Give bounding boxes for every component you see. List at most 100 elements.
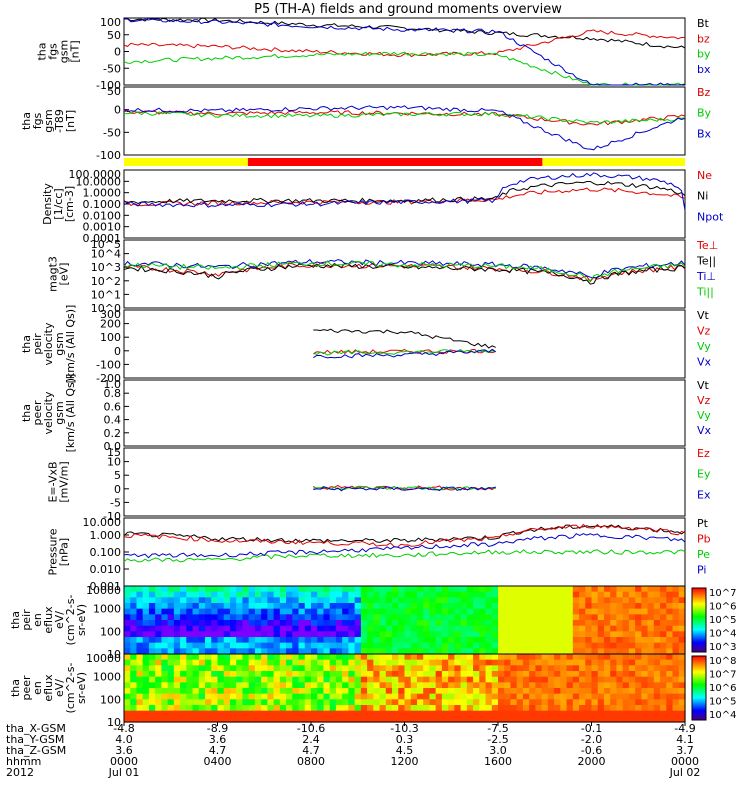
spectrogram-cell (286, 603, 293, 610)
spectrogram-cell (429, 671, 437, 678)
series-line-efield (313, 484, 496, 491)
spectrogram-cell (678, 603, 686, 610)
spectrogram-cell (404, 608, 412, 615)
spectrogram-cell (273, 659, 281, 666)
spectrogram-cell (329, 591, 337, 598)
spectrogram-cell (572, 648, 580, 655)
spectrogram-cell (173, 705, 181, 712)
spectrogram-cell (392, 688, 399, 695)
spectrogram-cell (385, 648, 393, 655)
spectrogram-cell (180, 682, 187, 689)
spectrogram-cell (435, 597, 443, 604)
spectrogram-cell (529, 693, 536, 700)
spectrogram-cell (448, 705, 455, 712)
spectrogram-cell (485, 671, 493, 678)
y-tick-label: 10^3 (91, 261, 121, 274)
spectrogram-cell (323, 710, 331, 717)
spectrogram-cell (448, 614, 455, 621)
legend-entry: Pi (697, 564, 706, 577)
spectrogram-cell (554, 676, 561, 683)
spectrogram-cell (628, 654, 636, 661)
spectrogram-cell (416, 693, 424, 700)
spectrogram-cell (373, 625, 381, 632)
panel-density: Density[1/cc][cm-3]100.000010.00001.0000… (41, 168, 724, 245)
panel-frame (123, 86, 686, 156)
y-tick-label: 10^0 (91, 302, 121, 315)
spectrogram-cell (317, 597, 325, 604)
spectrogram-cell (498, 603, 505, 610)
y-tick-label: 0.6 (104, 400, 122, 413)
spectrogram-cell (672, 586, 680, 593)
spectrogram-cell (267, 591, 275, 598)
spectrogram-cell (155, 603, 162, 610)
spectrogram-cell (298, 648, 306, 655)
spectrogram-cell (485, 597, 493, 604)
spectrogram-cell (491, 597, 499, 604)
spectrogram-cell (522, 654, 530, 661)
spectrogram-cell (242, 620, 250, 627)
y-tick-label: -10 (103, 510, 121, 523)
spectrogram-cell (498, 659, 505, 666)
spectrogram-cell (566, 608, 574, 615)
spectrogram-cell (248, 642, 256, 649)
spectrogram-cell (498, 648, 505, 655)
spectrogram-cell (678, 699, 686, 706)
spectrogram-cell (435, 676, 443, 683)
spectrogram-cell (155, 597, 162, 604)
spectrogram-cell (167, 654, 175, 661)
spectrogram-cell (479, 716, 487, 723)
spectrogram-cell (398, 671, 406, 678)
spectrogram-cell (522, 682, 530, 689)
spectrogram-cell (279, 676, 287, 683)
spectrogram-cell (666, 597, 674, 604)
legend-entry: Ti⊥ (696, 270, 716, 283)
spectrogram-cell (441, 648, 449, 655)
spectrogram-cell (342, 614, 349, 621)
spectrogram-cell (367, 637, 374, 644)
y-tick-label: -5 (110, 496, 121, 509)
spectrogram-cell (360, 648, 368, 655)
spectrogram-cell (485, 648, 493, 655)
spectrogram-cell (554, 608, 561, 615)
spectrogram-cell (379, 631, 387, 638)
y-tick-label: 100 (100, 625, 121, 638)
spectrogram-cell (211, 671, 219, 678)
spectrogram-cell (236, 586, 244, 593)
spectrogram-cell (317, 603, 325, 610)
spectrogram-cell (554, 705, 561, 712)
spectrogram-cell (248, 682, 256, 689)
spectrogram-cell (479, 642, 487, 649)
spectrogram-cell (267, 659, 275, 666)
spectrogram-cell (404, 688, 412, 695)
spectrogram-cell (248, 591, 256, 598)
spectrogram-cell (647, 671, 655, 678)
spectrogram-cell (248, 710, 256, 717)
spectrogram-cell (641, 682, 649, 689)
spectrogram-cell (124, 608, 131, 615)
spectrogram-cell (192, 637, 200, 644)
spectrogram-cell (666, 688, 674, 695)
spectrogram-cell (660, 603, 667, 610)
spectrogram-cell (360, 620, 368, 627)
spectrogram-cell (529, 676, 536, 683)
spectrogram-cell (410, 625, 418, 632)
spectrogram-cell (354, 671, 362, 678)
spectrogram-cell (142, 620, 150, 627)
spectrogram-cell (273, 682, 281, 689)
spectrogram-cell (666, 659, 674, 666)
spectrogram-cell (279, 665, 287, 672)
spectrogram-cell (628, 688, 636, 695)
spectrogram-cell (441, 597, 449, 604)
spectrogram-cell (311, 676, 318, 683)
spectrogram-cell (603, 608, 611, 615)
spectrogram-cell (479, 659, 487, 666)
spectrogram-cell (279, 688, 287, 695)
spectrogram-cell (236, 625, 244, 632)
x-tick-label: 0800 (297, 755, 325, 768)
spectrogram-cell (479, 620, 487, 627)
legend-entry: Vt (697, 379, 710, 392)
spectrogram-cell (304, 637, 312, 644)
spectrogram-cell (510, 603, 518, 610)
spectrogram-cell (379, 625, 387, 632)
x-tick-label: -0.1 (581, 722, 602, 735)
